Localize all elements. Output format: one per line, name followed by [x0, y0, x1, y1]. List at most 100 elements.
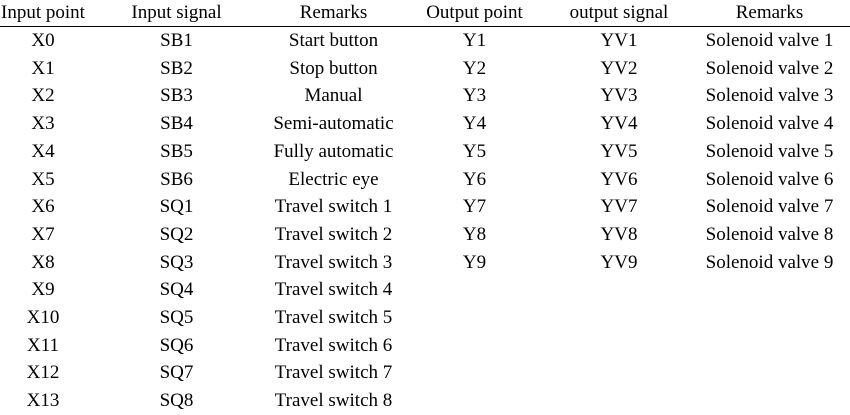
output-remarks-cell	[689, 276, 850, 304]
input-remarks-cell: Travel switch 4	[274, 279, 393, 301]
output-signal-cell	[549, 332, 689, 360]
input-point-cell: X7	[31, 223, 55, 245]
output-signal-cell	[549, 276, 689, 304]
output-remarks-cell	[689, 359, 850, 387]
input-remarks-cell: Travel switch 7	[274, 362, 393, 384]
output-signal-cell: YV2	[600, 57, 638, 79]
input-point-cell: X12	[26, 362, 60, 384]
input-remarks-cell: Travel switch 8	[274, 390, 393, 412]
output-signal-cell: YV3	[600, 85, 638, 107]
table-header: Input point Input signal Remarks Output …	[0, 0, 850, 27]
table-row: X13 SQ8 Travel switch 8	[0, 387, 850, 415]
input-signal-cell: SB5	[160, 140, 193, 162]
table-row: X6 SQ1 Travel switch 1 Y7 YV7 Solenoid valve …	[0, 193, 850, 221]
input-remarks-cell: Electric eye	[288, 168, 379, 190]
table-row: X1 SB2 Stop button Y2 YV2 Solenoid valve 2	[0, 55, 850, 83]
input-point-cell: X0	[31, 30, 55, 51]
input-remarks-cell: Fully automatic	[273, 140, 394, 162]
output-remarks-cell	[689, 304, 850, 332]
input-remarks-cell: Travel switch 6	[274, 334, 393, 356]
output-remarks-cell: Solenoid valve 2	[705, 57, 834, 79]
output-point-cell: Y2	[462, 57, 487, 79]
output-point-cell	[400, 359, 549, 387]
output-remarks-cell: Solenoid valve 6	[705, 168, 834, 190]
input-signal-cell: SB3	[160, 85, 193, 107]
header-input-point: Input point	[0, 0, 86, 27]
input-signal-cell: SQ4	[159, 279, 194, 301]
table-row: X11 SQ6 Travel switch 6	[0, 332, 850, 360]
output-remarks-cell: Solenoid valve 4	[705, 113, 834, 135]
output-signal-cell: YV7	[600, 196, 638, 218]
output-point-cell: Y8	[462, 223, 487, 245]
input-point-cell: X5	[31, 168, 55, 190]
input-remarks-cell: Travel switch 2	[274, 223, 393, 245]
header-output-point: Output point	[400, 0, 549, 27]
output-point-cell	[400, 304, 549, 332]
input-signal-cell: SB1	[160, 30, 193, 51]
output-point-cell: Y4	[462, 113, 487, 135]
output-point-cell	[400, 332, 549, 360]
table-row: X9 SQ4 Travel switch 4	[0, 276, 850, 304]
input-point-cell: X8	[31, 251, 55, 273]
input-point-cell: X1	[31, 57, 55, 79]
header-input-remarks: Remarks	[267, 0, 400, 27]
output-remarks-cell: Solenoid valve 1	[705, 30, 834, 51]
input-point-cell: X10	[26, 307, 60, 329]
table-row: X0 SB1 Start button Y1 YV1 Solenoid valve 1	[0, 27, 850, 55]
input-point-cell: X11	[26, 334, 60, 356]
input-signal-cell: SQ1	[159, 196, 194, 218]
output-remarks-cell: Solenoid valve 3	[705, 85, 834, 107]
input-remarks-cell: Stop button	[289, 57, 378, 79]
output-point-cell: Y5	[462, 140, 487, 162]
output-point-cell: Y1	[462, 30, 487, 51]
input-remarks-cell: Semi-automatic	[273, 113, 394, 135]
input-signal-cell: SB6	[160, 168, 193, 190]
output-point-cell: Y7	[462, 196, 487, 218]
output-signal-cell: YV1	[600, 30, 638, 51]
input-point-cell: X3	[31, 113, 55, 135]
input-remarks-cell: Travel switch 3	[274, 251, 393, 273]
output-point-cell: Y9	[462, 251, 487, 273]
header-row: Input point Input signal Remarks Output …	[0, 0, 850, 27]
input-remarks-cell: Start button	[288, 30, 379, 51]
input-signal-cell: SQ6	[159, 334, 194, 356]
output-signal-cell	[549, 387, 689, 415]
output-point-cell: Y6	[462, 168, 487, 190]
output-signal-cell: YV9	[600, 251, 638, 273]
table-row: X5 SB6 Electric eye Y6 YV6 Solenoid valve 6	[0, 166, 850, 194]
input-signal-cell: SQ7	[159, 362, 194, 384]
input-remarks-cell: Travel switch 1	[274, 196, 393, 218]
table-body: X0 SB1 Start button Y1 YV1 Solenoid valve 1 X1…	[0, 27, 850, 415]
input-remarks-cell: Manual	[304, 85, 363, 107]
header-input-signal: Input signal	[86, 0, 267, 27]
output-remarks-cell: Solenoid valve 8	[705, 223, 834, 245]
table-row: X10 SQ5 Travel switch 5	[0, 304, 850, 332]
output-remarks-cell	[689, 387, 850, 415]
input-signal-cell: SB4	[160, 113, 193, 135]
input-signal-cell: SQ8	[159, 390, 194, 412]
output-signal-cell	[549, 304, 689, 332]
output-signal-cell	[549, 359, 689, 387]
table-row: X8 SQ3 Travel switch 3 Y9 YV9 Solenoid valve …	[0, 249, 850, 277]
output-point-cell	[400, 387, 549, 415]
input-remarks-cell: Travel switch 5	[274, 307, 393, 329]
table-row: X3 SB4 Semi-automatic Y4 YV4 Solenoid valve 4	[0, 110, 850, 138]
output-remarks-cell: Solenoid valve 5	[705, 140, 834, 162]
table-row: X4 SB5 Fully automatic Y5 YV5 Solenoid valve …	[0, 138, 850, 166]
input-point-cell: X13	[26, 390, 60, 412]
output-remarks-cell	[689, 332, 850, 360]
output-signal-cell: YV8	[600, 223, 638, 245]
output-point-cell	[400, 276, 549, 304]
output-signal-cell: YV6	[600, 168, 638, 190]
input-signal-cell: SQ5	[159, 307, 194, 329]
header-output-signal: output signal	[549, 0, 689, 27]
input-signal-cell: SQ3	[159, 251, 194, 273]
table-row: X2 SB3 Manual Y3 YV3 Solenoid valve 3	[0, 82, 850, 110]
output-signal-cell: YV5	[600, 140, 638, 162]
output-remarks-cell: Solenoid valve 9	[705, 251, 834, 273]
output-signal-cell: YV4	[600, 113, 638, 135]
input-point-cell: X9	[31, 279, 55, 301]
input-signal-cell: SQ2	[159, 223, 194, 245]
output-remarks-cell: Solenoid valve 7	[705, 196, 834, 218]
